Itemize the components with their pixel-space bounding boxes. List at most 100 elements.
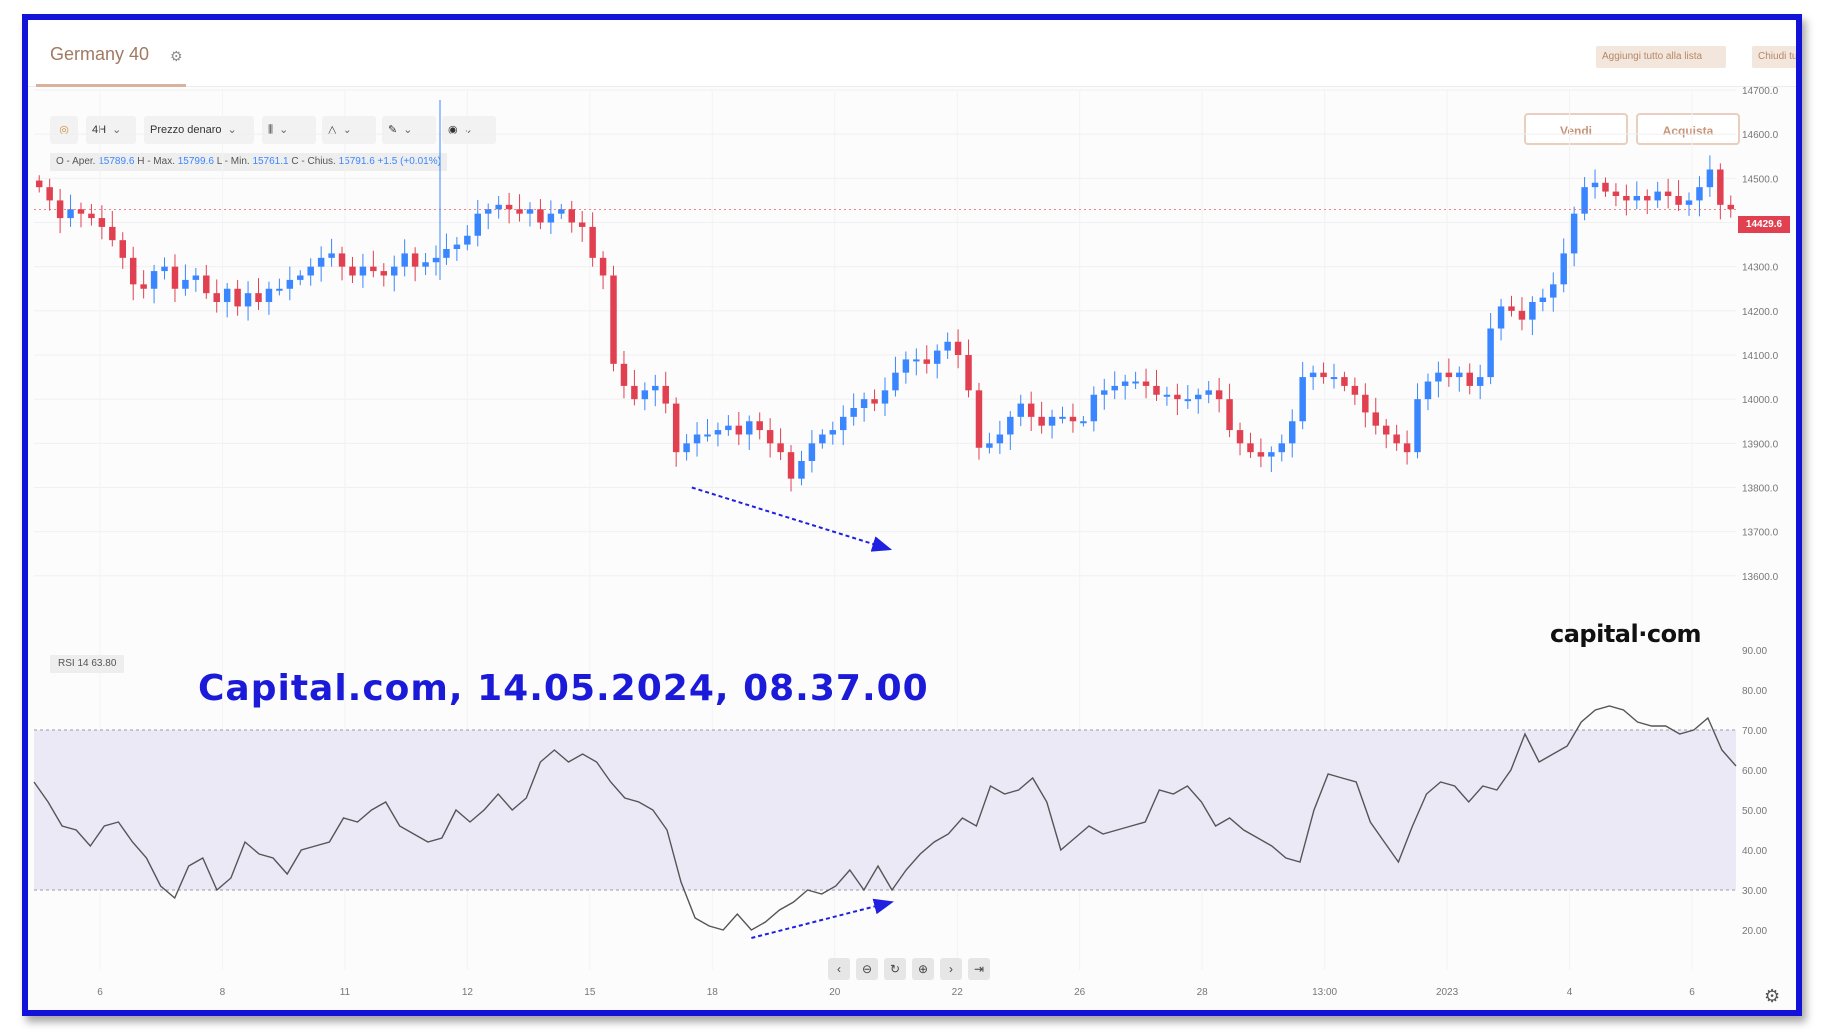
candle-body — [798, 461, 805, 479]
chart-type-button[interactable]: ⫼ ⌄ — [262, 116, 316, 144]
candle-body — [1696, 187, 1703, 201]
candle-body — [422, 262, 429, 267]
price-type-select[interactable]: Prezzo denaro ⌄ — [144, 116, 254, 144]
timeframe-select[interactable]: 4H ⌄ — [86, 116, 136, 144]
candle-body — [1330, 377, 1338, 380]
x-tick-label: 28 — [1197, 987, 1209, 998]
candle-body — [1309, 372, 1317, 378]
candle-body — [1456, 372, 1463, 378]
instrument-tab[interactable]: Germany 40 ⚙ — [36, 34, 186, 87]
candle-body — [1142, 381, 1150, 386]
candle-body — [871, 399, 878, 404]
candle-body — [526, 209, 534, 214]
candle-body — [777, 443, 784, 453]
rsi-tick-label: 60.00 — [1742, 766, 1767, 777]
candle-body — [693, 434, 701, 444]
open-value: 15789.6 — [98, 156, 135, 167]
current-price-badge: 14429.6 — [1738, 216, 1790, 233]
candle-body — [1560, 253, 1567, 285]
x-tick-label: 26 — [1074, 987, 1086, 998]
candle-body — [1466, 372, 1473, 386]
rsi-tick-label: 30.00 — [1742, 886, 1767, 897]
candle-body — [1236, 430, 1244, 444]
top-bar: Germany 40 ⚙ Aggiungi tutto alla lista C… — [28, 20, 1796, 87]
candle-body — [1372, 412, 1379, 426]
candle-body — [829, 430, 837, 435]
close-all-button[interactable]: Chiudi tutto — [1752, 46, 1796, 68]
candle-body — [933, 350, 941, 364]
candle-body — [1121, 381, 1129, 386]
candle-body — [1675, 196, 1682, 205]
rsi-tick-label: 40.00 — [1742, 846, 1767, 857]
indicator-icon[interactable]: ◎ — [50, 116, 78, 144]
candle-body — [1351, 385, 1359, 395]
triangle-icon: △ — [328, 124, 337, 136]
price-and-rsi-chart[interactable]: 14700.014600.014500.014400.014300.014200… — [28, 20, 1796, 1010]
drawing-tools-button[interactable]: △ ⌄ — [322, 116, 376, 144]
brand-logo: capital·com — [1550, 620, 1702, 648]
candle-body — [1215, 390, 1223, 400]
rsi-label: RSI 14 63.80 — [50, 655, 125, 673]
candle-body — [1414, 399, 1421, 453]
candle-body — [464, 235, 471, 245]
candle-body — [484, 209, 492, 214]
high-label: H - Max. — [137, 156, 175, 167]
gear-icon[interactable]: ⚙ — [170, 48, 183, 64]
candle-body — [787, 452, 795, 479]
zoom-in-icon[interactable]: ⊕ — [912, 958, 934, 980]
candle-body — [558, 209, 565, 214]
chevron-down-icon: ⌄ — [227, 124, 237, 136]
candle-body — [391, 266, 398, 276]
pencil-tool-button[interactable]: ✎ ⌄ — [382, 116, 436, 144]
candle-body — [1393, 434, 1400, 444]
candle-body — [192, 275, 200, 280]
add-to-watchlist-button[interactable]: Aggiungi tutto alla lista — [1596, 46, 1726, 68]
rsi-tick-label: 90.00 — [1742, 646, 1767, 657]
rsi-tick-label: 50.00 — [1742, 806, 1767, 817]
reset-icon[interactable]: ↻ — [884, 958, 906, 980]
candle-body — [359, 266, 367, 276]
candles-icon: ⫼ — [268, 124, 274, 136]
scroll-left-icon[interactable]: ‹ — [828, 958, 850, 980]
candle-body — [1644, 196, 1651, 201]
scroll-end-icon[interactable]: ⇥ — [968, 958, 990, 980]
candle-body — [1080, 421, 1087, 424]
x-tick-label: 11 — [340, 987, 351, 998]
candle-body — [1623, 196, 1630, 201]
candle-body — [505, 204, 513, 210]
layers-button[interactable]: ◉ ⌄ — [442, 116, 496, 144]
y-tick-label: 14100.0 — [1742, 351, 1779, 362]
candle-body — [1403, 443, 1411, 453]
capture-watermark: Capital.com, 14.05.2024, 08.37.00 — [198, 668, 929, 709]
candle-body — [370, 266, 377, 272]
candle-body — [881, 390, 889, 404]
scroll-right-icon[interactable]: › — [940, 958, 962, 980]
candle-body — [244, 293, 252, 307]
candle-body — [1007, 416, 1014, 435]
candle-body — [109, 226, 116, 241]
candle-body — [443, 249, 450, 258]
candle-body — [1017, 403, 1024, 417]
candle-body — [610, 275, 617, 364]
candle-body — [746, 421, 753, 435]
candle-body — [1111, 385, 1118, 391]
candle-body — [1153, 385, 1160, 395]
candle-body — [495, 204, 502, 210]
candle-body — [1685, 200, 1693, 205]
candle-body — [1174, 394, 1181, 400]
candle-body — [902, 359, 910, 373]
candle-body — [1226, 399, 1233, 431]
y-tick-label: 14500.0 — [1742, 174, 1779, 185]
candle-body — [672, 403, 680, 453]
candle-body — [88, 213, 95, 219]
close-label: C - Chius. — [291, 156, 336, 167]
candle-body — [714, 430, 722, 435]
rsi-tick-label: 20.00 — [1742, 926, 1767, 937]
settings-icon[interactable]: ⚙ — [1764, 986, 1781, 1006]
close-value: 15791.6 — [338, 156, 375, 167]
candle-body — [234, 288, 241, 307]
candle-body — [1288, 421, 1296, 444]
candle-body — [1362, 394, 1369, 413]
candle-body — [725, 425, 732, 431]
zoom-out-icon[interactable]: ⊖ — [856, 958, 878, 980]
